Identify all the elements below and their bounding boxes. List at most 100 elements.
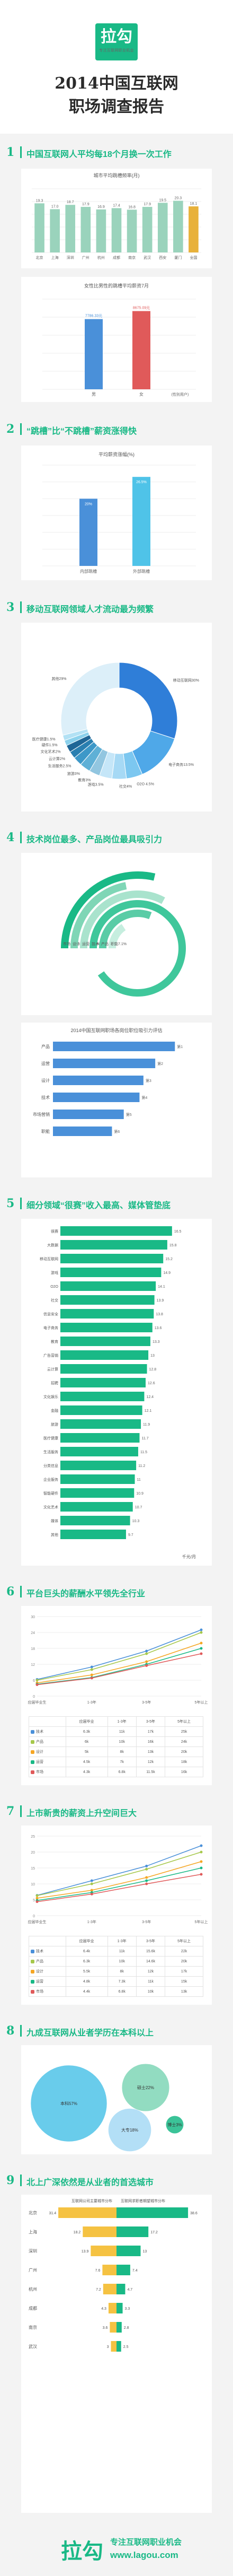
bar [85,319,103,389]
table-cell: 18k [165,1757,203,1767]
tick-label: 企业服务 [43,1477,58,1482]
data-point [90,1676,93,1680]
table-cell: 17k [136,1726,166,1737]
table-cell: 20k [165,1747,203,1757]
x-tick-label: 1-3年 [87,1700,96,1705]
section-6: 6 平台巨头的薪酬水平领先全行业 0 6 12 18 24 30 应届毕业生 1-3年 3-5年… [0,1573,233,1793]
x-tick-label: 应届毕业生 [28,1919,47,1924]
city-share-card: 互联网公司主要城市分布 互联网求职者期望城市分布 31.4 38.6 北京 18.2 17.… [21,2195,212,2513]
bar [116,2226,149,2237]
tick-label: 招聘 [51,1381,58,1385]
bar-value-label: 10.9 [136,1492,144,1496]
legend-swatch [31,1760,34,1764]
bar [53,1127,112,1136]
footer-url[interactable]: www.lagou.com [110,2550,178,2560]
radial-bar [99,910,152,948]
table-row: 运营 4.8k 7.3k 11k 15k [29,1976,203,1987]
data-point [145,1649,148,1653]
pie-slice [60,662,120,736]
bar [60,1323,153,1332]
bar [60,1530,126,1539]
bar-value-label: 13.3 [153,1340,160,1344]
listed-salary-card: 0 5 10 15 20 25 应届毕业生 1-3年 3-5年 5年以上 应届毕业 1-3年 3-5年… [21,1826,212,2005]
bar [116,2246,141,2256]
section-number: 5 [6,1197,15,1210]
section-number: 4 [6,831,15,844]
field-salary-chart: 很赛 16.5 大数据 15.8 移动互联网 15.2 游戏 14.9 O2O 14.1 社交 13.… [40,1226,196,1559]
gender-salary-card: 女性比男性的跳槽平均薪资7月 7786.33元男 8675.09元女 (性别用户) [21,277,212,402]
tick-label: 广州 [29,2267,37,2273]
section-divider [20,832,22,843]
data-point [35,1900,39,1903]
bar [111,208,122,252]
tick-label: 全国 [190,255,197,260]
section-3: 3 移动互联网领域人才流动最为频繁 移动互联网30% 电子商务13.5% O2O 4… [0,589,233,819]
table-cell: 6.3k [65,1726,108,1737]
tick-label: 大数据 [47,1243,58,1247]
data-point [35,1683,39,1686]
table-cell: 15k [165,1976,203,1987]
series-line [37,1648,202,1685]
data-point [200,1652,203,1655]
x-tick-label: 1-3年 [87,1919,96,1924]
logo-text: 拉勾 [101,28,132,46]
section-title: 平台巨头的薪酬水平领先全行业 [26,1590,146,1599]
bar-value-label: 2.8 [124,2326,129,2330]
tick-label: 男 [92,392,96,397]
table-header-cell: 3-5年 [136,1716,166,1727]
tick-label: 武汉 [29,2344,37,2349]
bar [116,2303,123,2313]
bar-value-label: 16.5 [174,1230,182,1234]
table-cell: 5.5k [65,1966,108,1977]
y-tick-label: 24 [31,1631,35,1635]
bar-value-label: 9.7 [128,1533,133,1537]
job-share-card: 市场营销13%设计10%运营14.9%技术41%产品14%职能7.1% [21,853,212,1015]
bar [60,1392,145,1401]
bar [189,206,199,252]
slice-label: 硬件1.5% [42,743,58,747]
table-cell: 产品 [29,1956,66,1967]
y-tick-label: 12 [31,1663,35,1667]
data-point [200,1647,203,1650]
tick-label: 游戏 [51,1270,58,1275]
bar-value-label: 13.6 [155,1326,162,1330]
radial-bar [109,924,126,948]
section-title: 技术岗位最多、产品岗位最具吸引力 [26,835,163,844]
bar [111,2341,116,2352]
data-point [35,1894,39,1897]
table-cell: 设计 [29,1747,66,1757]
radial-bar [70,882,127,948]
table-cell: 10k [136,1986,166,1997]
y-tick-label: 30 [31,1616,35,1619]
section-title: 移动互联网领域人才流动最为频繁 [26,605,154,614]
giant-salary-card: 0 6 12 18 24 30 应届毕业生 1-3年 3-5年 5年以上 应届毕业 1-3年 3-5年… [21,1606,212,1785]
tick-label: 金融 [51,1408,58,1413]
table-cell: 13k [165,1986,203,1997]
table-row: 设计 5k 8k 13k 20k [29,1747,203,1757]
tick-label: 北京 [36,255,43,260]
bar [91,2246,116,2256]
table-cell: 4.3k [65,1767,108,1777]
bar [65,205,76,252]
bar [132,477,150,566]
tick-label: O2O [50,1285,58,1289]
bar-value-label: 18.7 [67,200,74,204]
bar-value-label: 12.1 [145,1409,152,1413]
legend-swatch [31,1959,34,1963]
table-cell: 22k [165,1946,203,1957]
bar-value-label: 3 [107,2345,109,2349]
listed-salary-table: 应届毕业 1-3年 3-5年 5年以上 技术 6.4k 11k 15.6k 22k 产品 6.3k 1… [29,1936,203,1997]
bar [60,1516,130,1525]
bar-value-label: 38.6 [190,2212,198,2215]
bar-value-label: 26.5% [136,481,147,484]
hop-salary-chart: 20% 内部跳槽 26.5% 外部跳槽 [42,465,196,574]
tick-label: 市场营销 [33,1112,50,1117]
footer-tagline: 专注互联网职业机会 [110,2538,182,2547]
table-cell: 14.6k [136,1956,166,1967]
y-tick-label: 20 [31,1851,35,1855]
x-tick-label: 应届毕业生 [28,1700,47,1705]
bubble [31,2065,107,2142]
section-divider [20,2175,22,2186]
section-number: 9 [6,2173,15,2187]
tick-label: 分类信息 [43,1463,58,1468]
